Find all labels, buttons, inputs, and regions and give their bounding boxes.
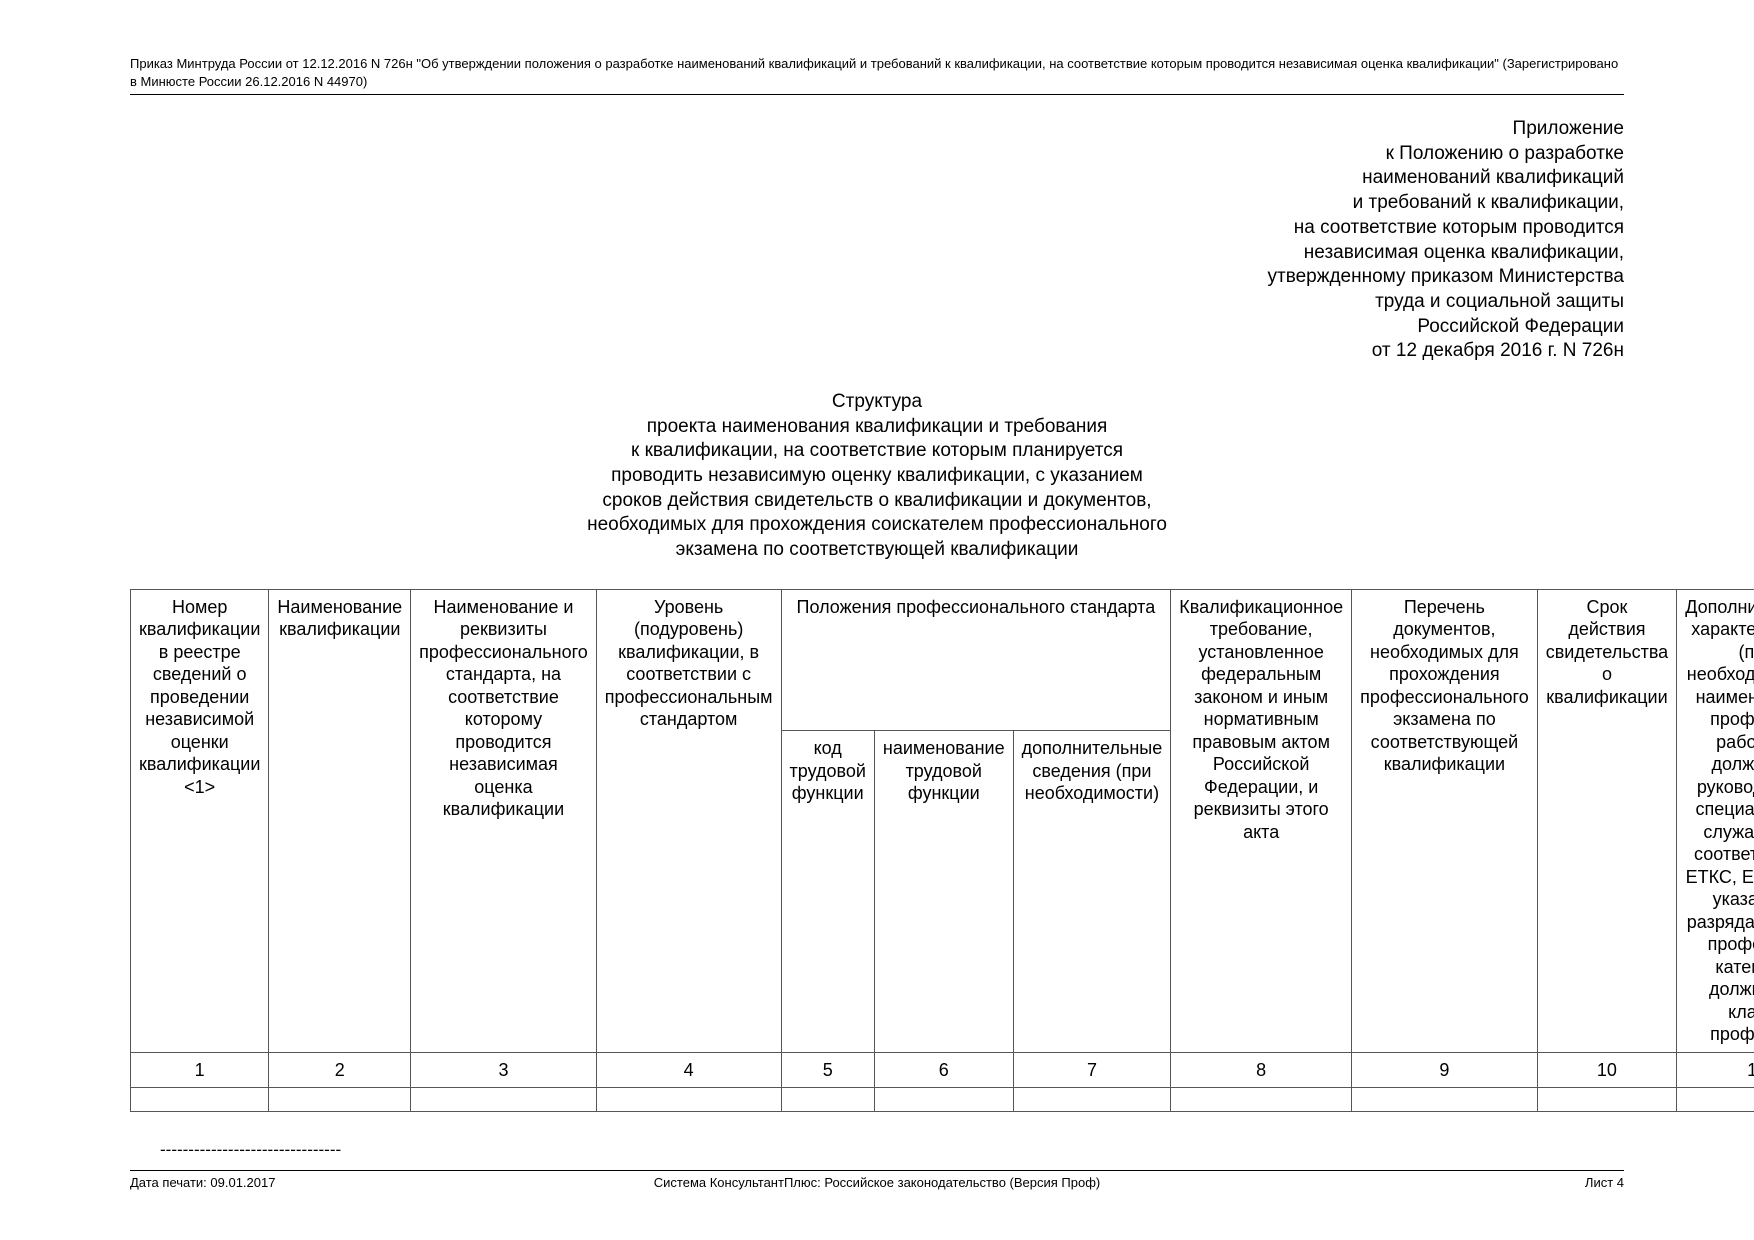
col-header: Уровень (подуровень) квалификации, в соо… bbox=[596, 589, 781, 1052]
col-header: Номер квалификации в реестре сведений о … bbox=[131, 589, 269, 1052]
empty-cell bbox=[596, 1088, 781, 1112]
appendix-line: Приложение bbox=[130, 117, 1624, 142]
appendix-line: Российской Федерации bbox=[130, 315, 1624, 340]
empty-cell bbox=[874, 1088, 1013, 1112]
document-page: Приказ Минтруда России от 12.12.2016 N 7… bbox=[0, 0, 1754, 1240]
table-header-row: Номер квалификации в реестре сведений о … bbox=[131, 589, 1754, 731]
col-number: 1 bbox=[131, 1052, 269, 1088]
col-number: 2 bbox=[269, 1052, 411, 1088]
page-footer: Дата печати: 09.01.2017 Система Консульт… bbox=[130, 1170, 1624, 1190]
col-number: 5 bbox=[781, 1052, 874, 1088]
col-header: Дополнительные характеристики (при необх… bbox=[1677, 589, 1754, 1052]
col-header: Срок действия свидетельства о квалификац… bbox=[1537, 589, 1676, 1052]
col-subheader: наименование трудовой функции bbox=[874, 731, 1013, 1052]
col-number: 9 bbox=[1352, 1052, 1538, 1088]
table-empty-row bbox=[131, 1088, 1754, 1112]
col-number: 11 bbox=[1677, 1052, 1754, 1088]
empty-cell bbox=[1677, 1088, 1754, 1112]
appendix-line: и требований к квалификации, bbox=[130, 191, 1624, 216]
title-line: проекта наименования квалификации и треб… bbox=[517, 415, 1237, 440]
col-number: 4 bbox=[596, 1052, 781, 1088]
title-line: экзамена по соответствующей квалификации bbox=[517, 538, 1237, 563]
empty-cell bbox=[1013, 1088, 1171, 1112]
empty-cell bbox=[131, 1088, 269, 1112]
appendix-line: к Положению о разработке bbox=[130, 142, 1624, 167]
empty-cell bbox=[1171, 1088, 1352, 1112]
appendix-line: независимая оценка квалификации, bbox=[130, 241, 1624, 266]
footer-system: Система КонсультантПлюс: Российское зако… bbox=[130, 1175, 1624, 1190]
table-number-row: 1 2 3 4 5 6 7 8 9 10 11 bbox=[131, 1052, 1754, 1088]
col-number: 8 bbox=[1171, 1052, 1352, 1088]
appendix-line: от 12 декабря 2016 г. N 726н bbox=[130, 339, 1624, 364]
col-header: Наименование квалификации bbox=[269, 589, 411, 1052]
appendix-line: наименований квалификаций bbox=[130, 166, 1624, 191]
appendix-line: утвержденному приказом Министерства bbox=[130, 265, 1624, 290]
col-header: Наименование и реквизиты профессионально… bbox=[411, 589, 597, 1052]
col-subheader: дополнительные сведения (при необходимос… bbox=[1013, 731, 1171, 1052]
col-header: Перечень документов, необходимых для про… bbox=[1352, 589, 1538, 1052]
col-number: 6 bbox=[874, 1052, 1013, 1088]
title-line: необходимых для прохождения соискателем … bbox=[517, 513, 1237, 538]
empty-cell bbox=[1352, 1088, 1538, 1112]
empty-cell bbox=[1537, 1088, 1676, 1112]
separator-dashes: -------------------------------- bbox=[160, 1140, 1624, 1160]
title-line: сроков действия свидетельств о квалифика… bbox=[517, 489, 1237, 514]
col-header-group: Положения профессионального стандарта bbox=[781, 589, 1171, 731]
structure-title: Структура проекта наименования квалифика… bbox=[517, 390, 1237, 563]
appendix-line: труда и социальной защиты bbox=[130, 290, 1624, 315]
col-number: 10 bbox=[1537, 1052, 1676, 1088]
col-subheader: код трудовой функции bbox=[781, 731, 874, 1052]
appendix-line: на соответствие которым проводится bbox=[130, 216, 1624, 241]
title-line: к квалификации, на соответствие которым … bbox=[517, 439, 1237, 464]
col-number: 7 bbox=[1013, 1052, 1171, 1088]
title-line: Структура bbox=[517, 390, 1237, 415]
empty-cell bbox=[411, 1088, 597, 1112]
qualification-table: Номер квалификации в реестре сведений о … bbox=[130, 589, 1754, 1113]
appendix-block: Приложение к Положению о разработке наим… bbox=[130, 117, 1624, 364]
title-line: проводить независимую оценку квалификаци… bbox=[517, 464, 1237, 489]
page-header: Приказ Минтруда России от 12.12.2016 N 7… bbox=[130, 55, 1624, 95]
col-number: 3 bbox=[411, 1052, 597, 1088]
empty-cell bbox=[269, 1088, 411, 1112]
col-header: Квалификационное требование, установленн… bbox=[1171, 589, 1352, 1052]
empty-cell bbox=[781, 1088, 874, 1112]
